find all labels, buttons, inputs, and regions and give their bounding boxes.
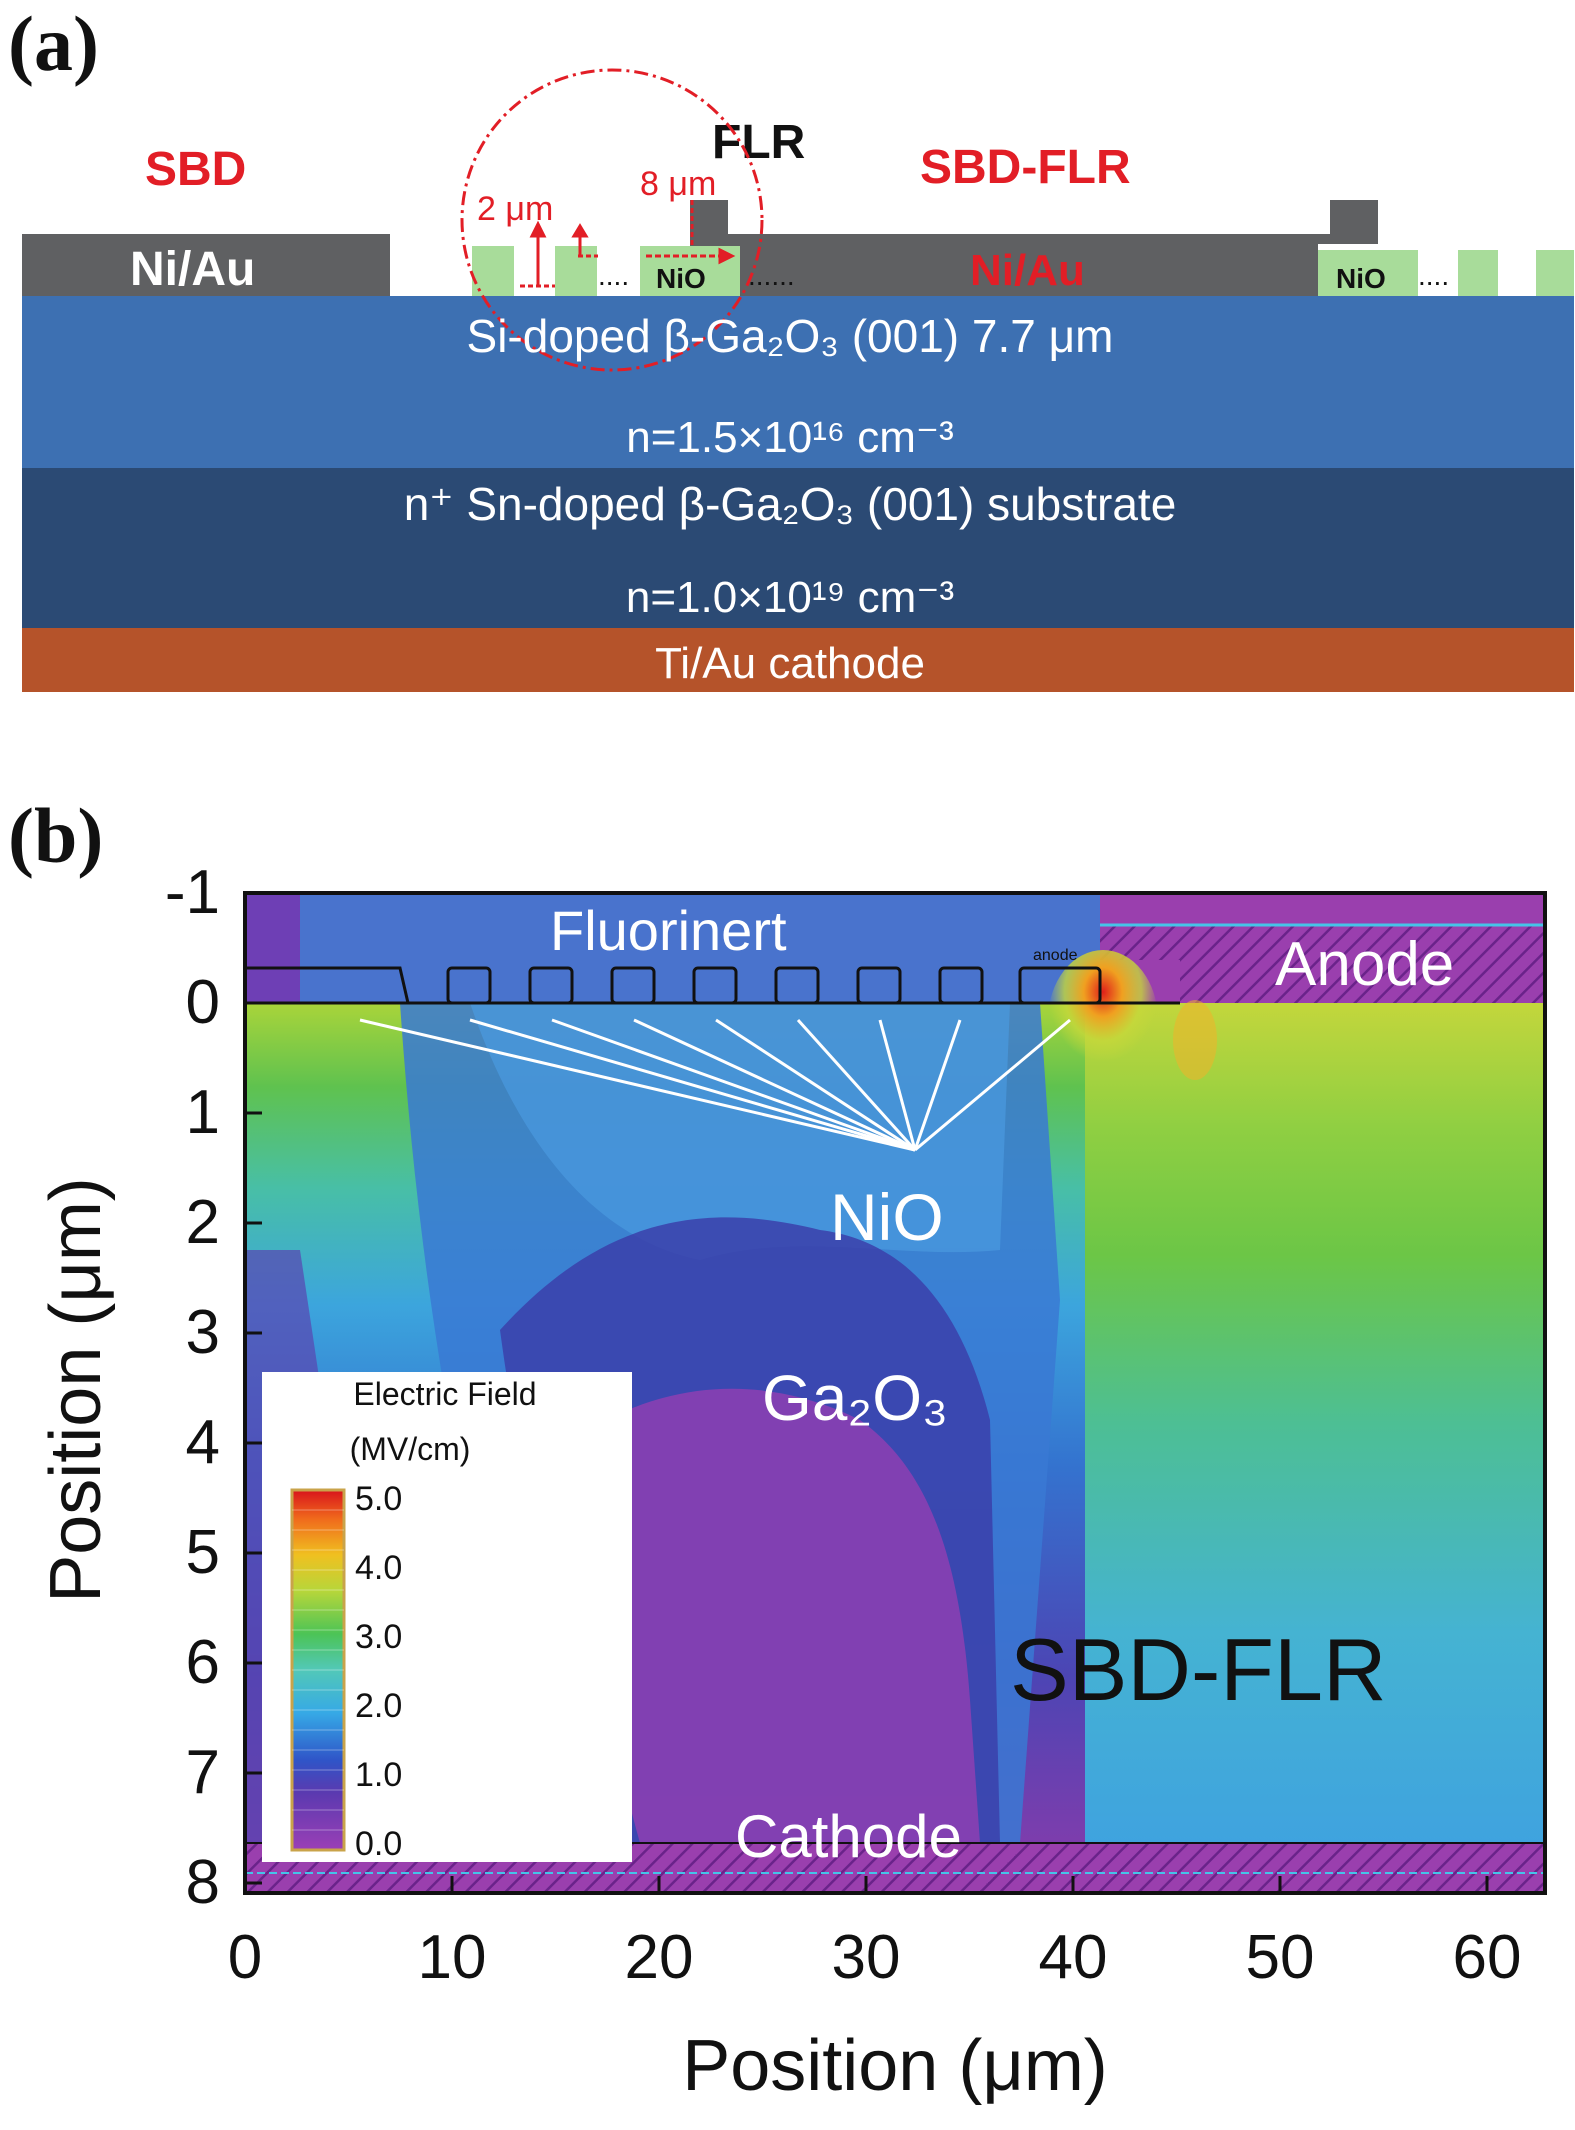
x-axis-label: Position (μm) (682, 2026, 1108, 2106)
y-tick-label: 4 (186, 1408, 220, 1477)
legend-title-line1: Electric Field (353, 1376, 536, 1412)
contact-left-label: Ni/Au (130, 243, 255, 296)
y-tick-label: 1 (186, 1078, 220, 1147)
cathode-label: Ti/Au cathode (655, 639, 925, 688)
device-name-label: SBD-FLR (1010, 1620, 1387, 1719)
nio-label: NiO (830, 1180, 944, 1254)
y-axis-label: Position (μm) (36, 1177, 116, 1603)
y-tick-label: 2 (186, 1188, 220, 1257)
nio-ring (1458, 250, 1498, 296)
colorbar-legend: Electric Field (MV/cm) 5.0 4.0 3.0 2.0 1… (262, 1372, 632, 1863)
nio-ring (555, 246, 597, 296)
dots: .... (598, 260, 629, 291)
legend-tick: 0.0 (355, 1825, 402, 1863)
nio-ring-anode (1018, 966, 1102, 1005)
colorbar (290, 1488, 346, 1852)
nio-ring (856, 966, 902, 1005)
sub-line1: n⁺ Sn-doped β-Ga₂O₃ (001) substrate (404, 478, 1177, 530)
nio-ring (1536, 250, 1574, 296)
y-tick-label: 3 (186, 1298, 220, 1367)
panel-b: (b) (8, 792, 1547, 2106)
y-tick-label: 7 (186, 1738, 220, 1807)
panel-b-label: (b) (8, 792, 103, 879)
x-tick-label: 30 (832, 1923, 901, 1992)
dots: .... (1418, 260, 1449, 291)
fluorinert-label: Fluorinert (550, 899, 787, 962)
y-tick-label: 8 (186, 1848, 220, 1917)
nio-ring-label: NiO (656, 263, 706, 294)
legend-tick: 2.0 (355, 1687, 402, 1725)
sbd-flr-label: SBD-FLR (920, 141, 1131, 194)
anode-label: Anode (1275, 930, 1454, 999)
x-axis: 0 10 20 30 40 50 60 Position (μm) (228, 1876, 1522, 2106)
cathode-layer (22, 628, 1574, 692)
sub-line2: n=1.0×10¹⁹ cm⁻³ (626, 573, 954, 622)
x-tick-label: 0 (228, 1923, 262, 1992)
sbd-label: SBD (145, 143, 246, 196)
contact-right-label: Ni/Au (970, 246, 1085, 295)
heatmap: anode (245, 893, 1545, 1893)
nio-ring (938, 966, 984, 1005)
nio-ring (610, 966, 656, 1005)
left-contact (22, 234, 390, 296)
ga2o3-label: Ga₂O₃ (762, 1362, 948, 1434)
y-tick-label: 6 (186, 1628, 220, 1697)
nio-ring (472, 246, 514, 296)
right-contact-body (690, 234, 1318, 296)
dots: ...... (748, 260, 795, 291)
y-tick-label: 5 (186, 1518, 220, 1587)
anode-small-label: anode (1033, 947, 1078, 964)
substrate-layer (22, 468, 1574, 628)
dim-width-label: 2 μm (477, 190, 553, 228)
legend-tick: 4.0 (355, 1549, 402, 1587)
nio-ring-right (1318, 250, 1418, 296)
nio-ring (774, 966, 820, 1005)
nio-rings (245, 966, 1102, 1005)
plot-frame (243, 891, 1547, 1895)
epi-layer (22, 296, 1574, 468)
nio-ring (446, 966, 492, 1005)
dimension-arrows (520, 200, 736, 288)
x-tick-label: 20 (625, 1923, 694, 1992)
peak-field-spot (1048, 950, 1158, 1090)
x-tick-label: 50 (1246, 1923, 1315, 1992)
cathode-region-label: Cathode (735, 1803, 962, 1870)
y-tick-label: -1 (165, 858, 220, 927)
x-tick-label: 60 (1453, 1923, 1522, 1992)
legend-tick: 3.0 (355, 1618, 402, 1656)
panel-a-label: (a) (8, 0, 99, 87)
panel-a: (a) SBD FLR SBD-FLR NiO NiO .... ...... … (8, 0, 1574, 692)
nio-arrows (359, 1018, 1071, 1152)
dim-spacing-label: 8 μm (640, 165, 716, 203)
legend-tick: 5.0 (355, 1480, 402, 1518)
legend-tick: 1.0 (355, 1756, 402, 1794)
nio-ring-right-label: NiO (1336, 263, 1386, 294)
epi-line2: n=1.5×10¹⁶ cm⁻³ (626, 413, 954, 462)
nio-ring (692, 966, 738, 1005)
nio-ring (528, 966, 574, 1005)
zoom-circle (460, 68, 764, 372)
legend-title-line2: (MV/cm) (350, 1431, 471, 1467)
x-tick-label: 10 (418, 1923, 487, 1992)
y-axis: -1 0 1 2 3 4 5 6 7 8 Position (μm) (36, 858, 262, 1917)
epi-line1: Si-doped β-Ga₂O₃ (001) 7.7 μm (467, 310, 1114, 362)
y-tick-label: 0 (186, 968, 220, 1037)
x-tick-label: 40 (1039, 1923, 1108, 1992)
